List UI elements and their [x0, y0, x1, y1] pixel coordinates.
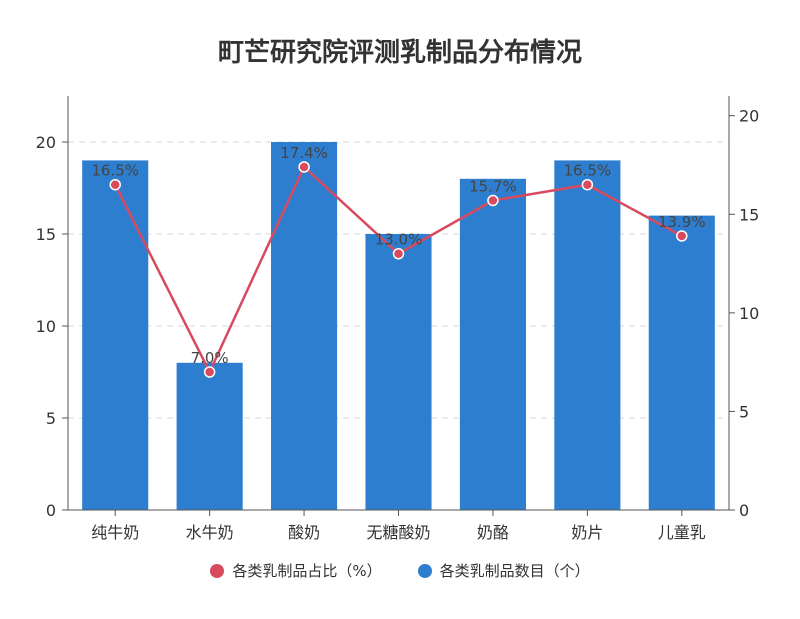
x-tick-label: 纯牛奶 [91, 523, 139, 542]
x-tick-label: 酸奶 [288, 523, 320, 542]
percent-point-2 [298, 161, 310, 173]
x-tick-label: 奶酪 [477, 523, 509, 542]
y-tick-label: 20 [36, 133, 56, 152]
percent-point-6 [676, 230, 688, 242]
bar-5 [554, 160, 621, 510]
y-tick-label: 15 [36, 225, 56, 244]
percent-point-5 [581, 178, 594, 191]
y2-tick-label: 15 [739, 205, 759, 224]
y2-tick-label: 5 [739, 402, 749, 421]
percent-point-3 [392, 247, 405, 260]
y-tick-label: 5 [46, 409, 56, 428]
y-tick-label: 10 [36, 317, 56, 336]
y2-tick-label: 10 [739, 304, 759, 323]
legend: 各类乳制品占比（%） 各类乳制品数目（个） [0, 560, 800, 581]
bars-layer [82, 142, 715, 511]
legend-item-count[interactable]: 各类乳制品数目（个） [417, 560, 590, 581]
legend-marker-percent [210, 563, 225, 578]
x-tick-label: 水牛奶 [186, 523, 234, 542]
percent-data-label: 17.4% [280, 144, 328, 162]
bar-2 [271, 142, 338, 510]
y2-tick-label: 0 [739, 501, 749, 520]
x-tick-label: 奶片 [571, 523, 603, 542]
percent-data-label: 7.0% [191, 349, 229, 367]
legend-item-percent[interactable]: 各类乳制品占比（%） [210, 560, 382, 581]
x-tick-label: 无糖酸奶 [366, 523, 430, 542]
line-layer [109, 161, 688, 378]
axes-layer: 0 5 10 15 20 0 5 10 15 20 纯牛奶 水牛奶 酸奶 无糖酸奶 奶酪 奶片 儿童乳 [36, 96, 759, 542]
percent-data-label: 15.7% [469, 177, 517, 195]
bar-3 [365, 234, 432, 510]
legend-label-percent: 各类乳制品占比（%） [232, 562, 382, 580]
percent-data-label: 13.9% [658, 213, 706, 231]
percent-data-label: 13.0% [375, 231, 423, 249]
chart-title: 町芒研究院评测乳制品分布情况 [217, 38, 582, 68]
percent-data-label: 16.5% [564, 162, 612, 180]
y-tick-label: 0 [46, 501, 56, 520]
legend-label-count: 各类乳制品数目（个） [439, 562, 590, 580]
bar-6 [648, 215, 715, 510]
percent-point-4 [487, 194, 499, 207]
x-tick-label: 儿童乳 [658, 523, 706, 542]
labels-layer: 16.5% 7.0% 17.4% 13.0% 15.7% 16.5% 13.9% [91, 144, 705, 367]
legend-marker-count [417, 563, 432, 578]
bar-4 [459, 178, 526, 511]
percent-point-1 [203, 366, 216, 378]
percent-point-0 [109, 178, 121, 191]
bar-0 [82, 160, 149, 510]
y2-tick-label: 20 [739, 107, 759, 126]
bar-1 [176, 362, 243, 510]
percent-data-label: 16.5% [91, 162, 139, 180]
